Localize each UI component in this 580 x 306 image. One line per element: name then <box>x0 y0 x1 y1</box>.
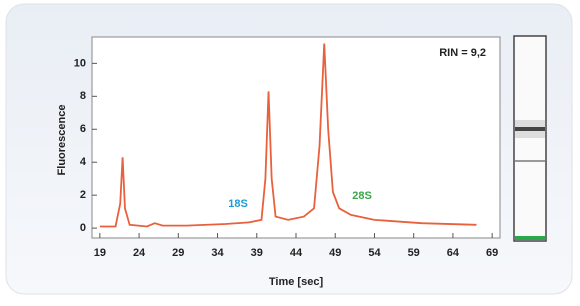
x-tick-label: 44 <box>290 247 303 259</box>
x-tick-label: 49 <box>329 247 341 259</box>
plot-area <box>92 37 500 238</box>
y-tick-label: 8 <box>80 90 86 102</box>
chart: Time [sec] Fluorescence 0246810192429343… <box>0 0 580 301</box>
x-tick-label: 64 <box>447 247 460 259</box>
x-tick-label: 24 <box>133 247 146 259</box>
annotation: 18S <box>228 198 248 210</box>
x-tick-label: 29 <box>172 247 184 259</box>
x-tick-label: 19 <box>94 247 106 259</box>
annotation: RIN = 9,2 <box>439 47 486 59</box>
y-tick-label: 4 <box>80 156 87 168</box>
y-axis-label: Fluorescence <box>56 105 68 176</box>
x-tick-label: 54 <box>368 247 381 259</box>
x-tick-label: 39 <box>251 247 263 259</box>
x-tick-label: 34 <box>211 247 224 259</box>
x-tick-label: 69 <box>486 247 498 259</box>
y-tick-label: 10 <box>74 57 86 69</box>
y-tick-label: 0 <box>80 222 86 234</box>
y-tick-label: 6 <box>80 123 86 135</box>
annotation: 28S <box>352 190 372 202</box>
y-tick-label: 2 <box>80 189 86 201</box>
gel-lane <box>514 36 546 241</box>
x-tick-label: 59 <box>408 247 420 259</box>
x-axis-label: Time [sec] <box>269 276 324 288</box>
